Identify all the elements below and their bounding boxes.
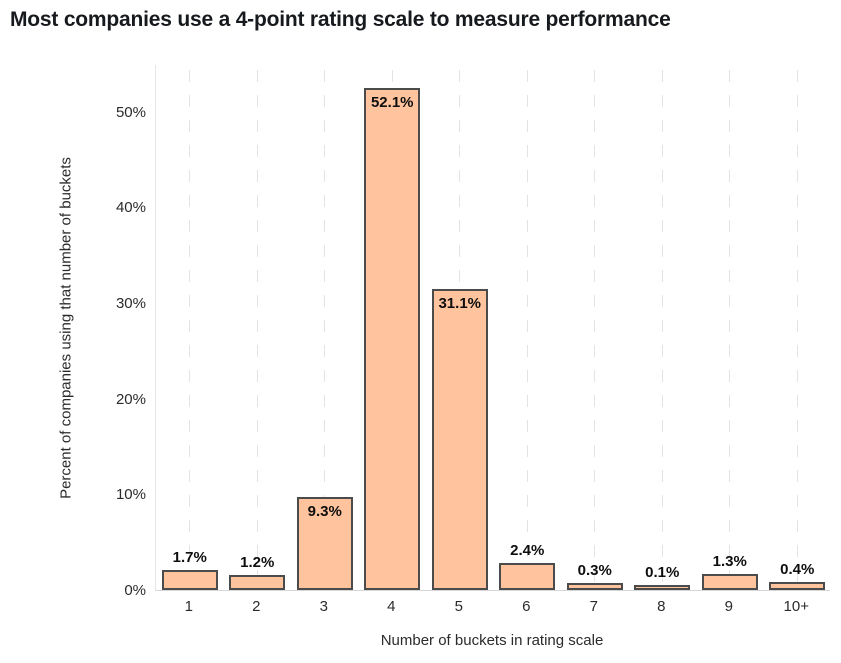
bar-8	[634, 585, 691, 590]
bar-value-label: 31.1%	[438, 295, 482, 312]
bar-7	[566, 583, 623, 590]
gridline	[594, 70, 596, 590]
bar-3	[296, 497, 353, 590]
bar-value-label: 0.4%	[780, 561, 815, 578]
y-tick-label: 10%	[115, 486, 146, 504]
bar-value-label: 0.3%	[577, 562, 612, 579]
y-tick-label: 20%	[115, 390, 146, 408]
gridline	[256, 70, 258, 590]
bar-10+	[769, 582, 826, 590]
bar-value-label: 2.4%	[510, 542, 545, 559]
x-tick-label: 9	[724, 598, 733, 615]
plot-area: 1.7% 1.2% 9.3% 52.1% 31.1% 2.4% 0.3% 0.1% 1.3% 0.…	[155, 65, 830, 591]
bar-6	[499, 563, 556, 590]
bar-value-label: 1.7%	[172, 549, 207, 566]
x-tick-label: 8	[657, 598, 666, 615]
gridline	[796, 70, 798, 590]
y-tick-label: 40%	[115, 199, 146, 217]
y-tick-label: 30%	[115, 295, 146, 313]
x-tick-label: 5	[454, 598, 463, 615]
y-tick-label: 0%	[124, 582, 146, 599]
gridline	[324, 70, 326, 590]
x-tick-label: 3	[319, 598, 328, 615]
x-tick-label: 4	[387, 598, 396, 615]
chart-title: Most companies use a 4-point rating scal…	[10, 8, 671, 31]
bar-1	[161, 570, 218, 590]
gridline	[661, 70, 663, 590]
gridline	[526, 70, 528, 590]
gridline	[189, 70, 191, 590]
x-tick-label: 2	[252, 598, 261, 615]
bar-value-label: 1.2%	[240, 554, 275, 571]
bar-value-label: 52.1%	[370, 94, 414, 111]
x-tick-label: 1	[184, 598, 193, 615]
bar-9	[701, 574, 758, 590]
x-axis-title: Number of buckets in rating scale	[380, 632, 604, 649]
x-tick-label: 6	[522, 598, 531, 615]
bar-2	[229, 575, 286, 590]
bar-value-label: 0.1%	[645, 564, 680, 581]
x-tick-label: 10+	[783, 598, 809, 615]
bar-value-label: 9.3%	[307, 503, 342, 520]
gridline	[729, 70, 731, 590]
bar-value-label: 1.3%	[712, 553, 747, 570]
y-tick-label: 50%	[115, 103, 146, 121]
x-tick-label: 7	[589, 598, 598, 615]
bar-5	[431, 289, 488, 590]
bar-4	[364, 88, 421, 590]
